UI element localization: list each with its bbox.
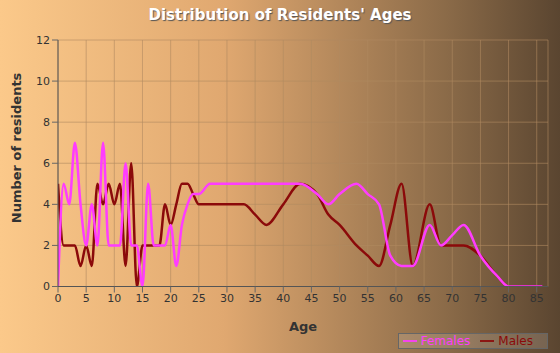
svg-text:60: 60 bbox=[389, 292, 403, 305]
svg-text:15: 15 bbox=[135, 292, 149, 305]
svg-text:80: 80 bbox=[502, 292, 516, 305]
svg-text:40: 40 bbox=[276, 292, 290, 305]
svg-text:6: 6 bbox=[43, 157, 50, 170]
svg-text:0: 0 bbox=[55, 292, 62, 305]
svg-text:35: 35 bbox=[248, 292, 262, 305]
svg-text:10: 10 bbox=[107, 292, 121, 305]
svg-text:10: 10 bbox=[36, 75, 50, 88]
svg-text:70: 70 bbox=[445, 292, 459, 305]
svg-text:30: 30 bbox=[220, 292, 234, 305]
svg-text:8: 8 bbox=[43, 116, 50, 129]
svg-text:2: 2 bbox=[43, 239, 50, 252]
svg-text:20: 20 bbox=[164, 292, 178, 305]
svg-text:0: 0 bbox=[43, 280, 50, 293]
svg-text:85: 85 bbox=[530, 292, 544, 305]
svg-text:4: 4 bbox=[43, 198, 50, 211]
svg-text:75: 75 bbox=[473, 292, 487, 305]
html-text:Males: Males bbox=[498, 333, 533, 348]
svg-text:65: 65 bbox=[417, 292, 431, 305]
svg-text:50: 50 bbox=[333, 292, 347, 305]
svg-text:45: 45 bbox=[304, 292, 318, 305]
svg-text:55: 55 bbox=[361, 292, 375, 305]
html-text:Distribution of Residents' Age: Distribution of Residents' Ages bbox=[148, 6, 412, 24]
svg-text:Age: Age bbox=[289, 319, 317, 334]
html-text:Females: Females bbox=[420, 333, 471, 348]
svg-text:25: 25 bbox=[192, 292, 206, 305]
svg-text:12: 12 bbox=[36, 34, 50, 47]
svg-text:Number of residents: Number of residents bbox=[9, 72, 24, 223]
svg-text:5: 5 bbox=[83, 292, 90, 305]
